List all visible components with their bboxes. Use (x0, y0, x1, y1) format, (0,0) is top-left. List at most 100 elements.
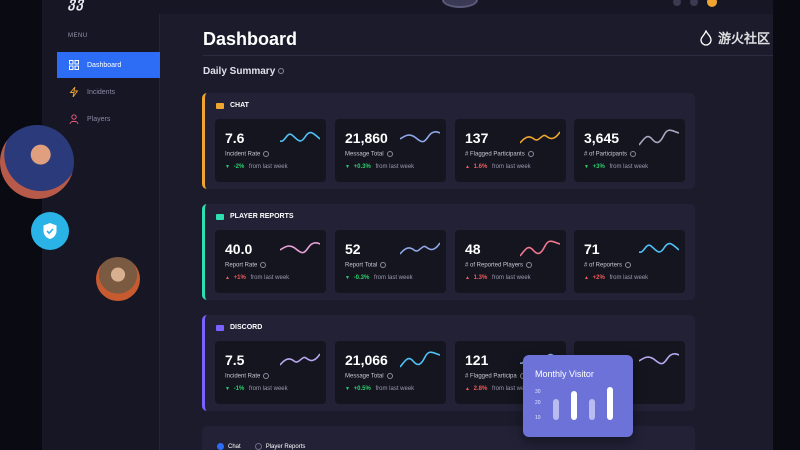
notification-icon[interactable] (673, 0, 681, 6)
delta-suffix: from last week (491, 386, 531, 392)
metric-delta: ▼ +0.5% from last week (345, 386, 414, 392)
visitor-bar (553, 399, 559, 420)
sidebar-item-label: Incidents (87, 88, 116, 96)
metric-value: 3,645 (584, 130, 620, 146)
trend-arrow-icon: ▼ (345, 164, 350, 170)
visitor-bar (589, 399, 595, 420)
delta-suffix: from last week (250, 275, 290, 281)
filter-player-reports[interactable]: Player Reports (254, 443, 306, 450)
checkbox-icon[interactable] (217, 443, 224, 450)
metric-label-text: # Flagged Participa (465, 373, 517, 380)
delta-percent: 2.8% (473, 386, 488, 392)
metric-delta: ▼ -0.3% from last week (345, 275, 413, 281)
metric-label: Incident Rate (225, 151, 270, 158)
metric-label: Incident Rate (225, 373, 270, 380)
metric-label: # of Participants (584, 151, 637, 158)
sparkline-chart (280, 353, 320, 366)
app-window: ვვ MENU Dashboard Incidents Players (42, 0, 773, 450)
y-tick: 30 (535, 389, 541, 395)
info-icon[interactable] (527, 151, 534, 157)
info-icon[interactable] (260, 262, 267, 268)
trend-arrow-icon: ▼ (345, 275, 350, 281)
section-icon (216, 102, 224, 109)
filter-group: Chat Player Reports (217, 443, 305, 450)
metric-label: Report Rate (225, 262, 267, 269)
section-icon (216, 213, 224, 220)
floating-avatar-gamer (0, 125, 74, 199)
metric-card[interactable]: 137 # Flagged Participants ▲ 1.6% from l… (455, 119, 566, 182)
metric-delta: ▼ +0.3% from last week (345, 164, 414, 170)
metric-card[interactable]: 7.6 Incident Rate ▼ -2% from last week (215, 119, 326, 182)
metric-delta: ▲ 1.6% from last week (465, 164, 531, 170)
app-logo[interactable]: ვვ (68, 0, 85, 10)
delta-suffix: from last week (609, 164, 649, 170)
sparkline-chart (639, 242, 679, 253)
metric-label-text: Report Total (345, 262, 378, 269)
filter-chat[interactable]: Chat (217, 443, 241, 450)
metric-card[interactable]: 71 # of Reporters ▲ +2% from last week (574, 230, 685, 293)
trend-arrow-icon: ▲ (465, 275, 470, 281)
info-icon[interactable] (380, 262, 387, 268)
metric-label-text: Incident Rate (225, 151, 261, 158)
summary-title-text: Daily Summary (203, 66, 276, 77)
sparkline-chart (639, 353, 679, 365)
metric-value: 71 (584, 241, 600, 257)
metric-card[interactable]: 7.5 Incident Rate ▼ -1% from last week (215, 341, 326, 404)
metric-delta: ▲ +1% from last week (225, 275, 289, 281)
top-avatar[interactable] (442, 0, 478, 8)
sidebar-item-players[interactable]: Players (57, 106, 160, 132)
info-icon[interactable] (386, 373, 393, 379)
delta-percent: 1.3% (473, 275, 488, 281)
info-icon[interactable] (526, 262, 533, 268)
section-title: PLAYER REPORTS (230, 213, 294, 220)
metric-delta: ▼ -1% from last week (225, 386, 288, 392)
divider (203, 55, 773, 56)
filter-label: Player Reports (265, 443, 306, 450)
metric-label: Message Total (345, 373, 393, 380)
info-icon[interactable] (263, 151, 270, 157)
metric-label-text: # of Reported Players (465, 262, 524, 269)
profile-badge-icon[interactable] (707, 0, 717, 7)
sidebar-item-dashboard[interactable]: Dashboard (57, 52, 160, 78)
visitor-bar (571, 391, 577, 420)
info-icon[interactable] (386, 151, 393, 157)
section-header: CHAT (216, 102, 249, 109)
info-icon[interactable] (278, 68, 285, 75)
metric-card[interactable]: 48 # of Reported Players ▲ 1.3% from las… (455, 230, 566, 293)
metric-value: 137 (465, 130, 489, 146)
trend-arrow-icon: ▲ (584, 275, 589, 281)
metric-label-text: # of Participants (584, 151, 628, 158)
top-icons (673, 0, 717, 7)
metric-card[interactable]: 21,860 Message Total ▼ +0.3% from last w… (335, 119, 446, 182)
visitor-bar (607, 387, 613, 420)
sidebar-item-incidents[interactable]: Incidents (57, 79, 160, 105)
delta-suffix: from last week (491, 275, 531, 281)
top-bar: ვვ (42, 0, 773, 14)
settings-icon[interactable] (690, 0, 698, 6)
delta-suffix: from last week (248, 386, 288, 392)
info-icon[interactable] (263, 373, 270, 379)
monthly-visitor-title: Monthly Visitor (535, 369, 594, 379)
metric-card[interactable]: 21,066 Message Total ▼ +0.5% from last w… (335, 341, 446, 404)
delta-percent: +3% (592, 164, 605, 170)
summary-title: Daily Summary (203, 66, 285, 77)
main-content: Dashboard Daily Summary CHAT 7.6 Inciden… (160, 14, 773, 450)
metric-label: # of Reporters (584, 262, 632, 269)
metric-card[interactable]: 3,645 # of Participants ▼ +3% from last … (574, 119, 685, 182)
shield-badge (31, 212, 69, 250)
trend-arrow-icon: ▼ (345, 386, 350, 392)
metric-value: 7.5 (225, 352, 245, 368)
page-title: Dashboard (203, 29, 298, 49)
sparkline-chart (400, 131, 440, 143)
checkbox-icon[interactable] (254, 443, 262, 450)
metric-label-text: # of Reporters (584, 262, 623, 269)
sparkline-chart (400, 351, 440, 368)
grid-icon (69, 60, 79, 70)
metric-label: Report Total (345, 262, 387, 269)
delta-percent: +2% (592, 275, 605, 281)
metric-card[interactable]: 52 Report Total ▼ -0.3% from last week (335, 230, 446, 293)
delta-suffix: from last week (248, 164, 288, 170)
metric-card[interactable]: 40.0 Report Rate ▲ +1% from last week (215, 230, 326, 293)
info-icon[interactable] (625, 262, 632, 268)
info-icon[interactable] (630, 151, 637, 157)
